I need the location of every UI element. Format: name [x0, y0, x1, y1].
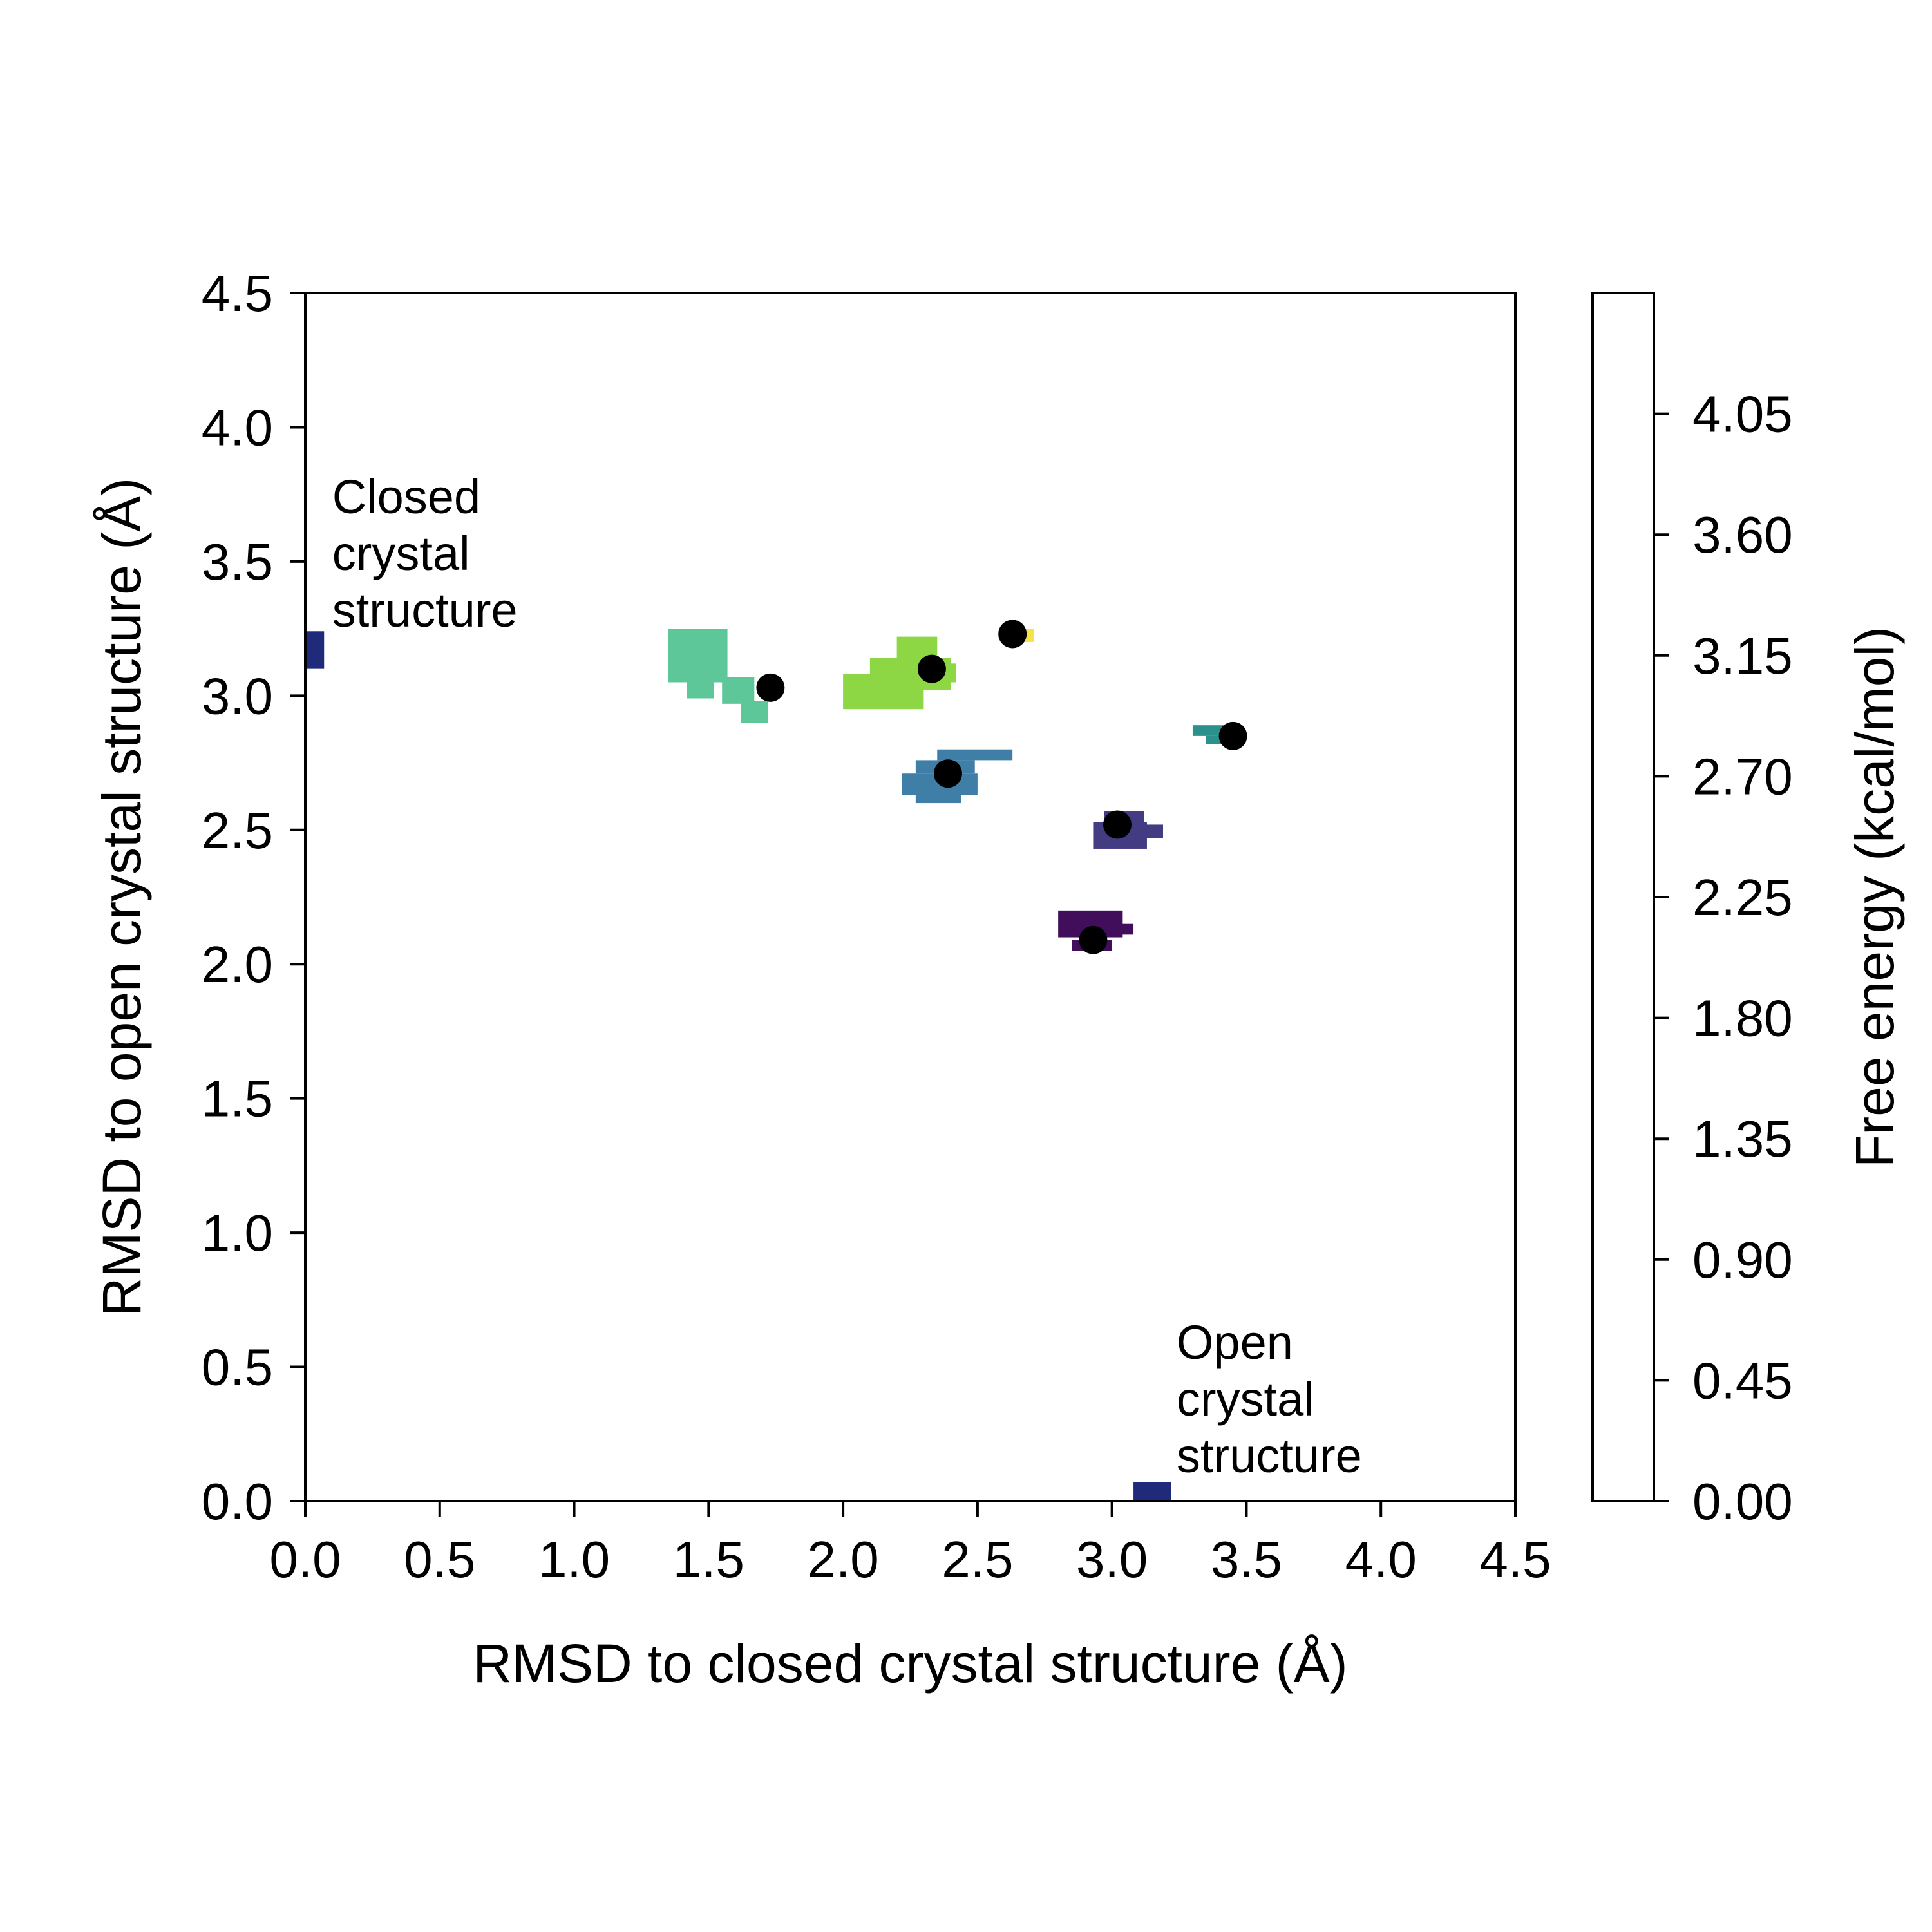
minimum-point [933, 759, 962, 788]
x-tick-label: 3.5 [1211, 1531, 1282, 1588]
y-tick-label: 1.0 [202, 1204, 273, 1262]
colorbar-tick-label: 2.70 [1692, 748, 1793, 805]
y-tick-label: 0.5 [202, 1339, 273, 1396]
y-tick-label: 4.0 [202, 399, 273, 456]
minimum-point [998, 620, 1027, 649]
region-closed-crystal [305, 631, 325, 669]
minimum-point [1218, 721, 1247, 750]
region-cell [695, 631, 723, 650]
colorbar-ticks: 0.00 0.45 0.90 1.35 1.80 2.25 2.70 3.15 3.60 4.05 [1654, 386, 1793, 1530]
x-tick-label: 4.0 [1345, 1531, 1417, 1588]
region-cell [741, 701, 768, 723]
minimum-point [1103, 810, 1132, 839]
colorbar [1591, 292, 1655, 1502]
colorbar-tick-label: 0.90 [1692, 1231, 1793, 1289]
region-cell [937, 749, 1013, 761]
open-label: Open crystal structure [1177, 1316, 1362, 1482]
colorbar-label: Free energy (kcal/mol) [1844, 627, 1905, 1168]
y-tick-label: 2.5 [202, 802, 273, 859]
region-cell [915, 795, 961, 804]
colorbar-tick-label: 1.80 [1692, 990, 1793, 1047]
x-tick-label: 0.0 [269, 1531, 341, 1588]
plot-frame [304, 292, 1517, 1502]
x-tick-label: 1.0 [538, 1531, 610, 1588]
minimum-points [756, 620, 1247, 954]
colorbar-tick-label: 0.00 [1692, 1473, 1793, 1530]
y-tick-label: 2.0 [202, 936, 273, 993]
region-cell [722, 677, 755, 704]
minimum-point [1079, 925, 1108, 954]
x-tick-label: 2.5 [942, 1531, 1013, 1588]
x-tick-label: 0.5 [404, 1531, 475, 1588]
x-tick-label: 3.0 [1076, 1531, 1148, 1588]
annotation-line: structure [332, 583, 518, 637]
colorbar-tick-label: 0.45 [1692, 1352, 1793, 1409]
region-open-crystal [1133, 1482, 1171, 1501]
x-tick-label: 1.5 [673, 1531, 744, 1588]
energy-regions [305, 629, 1236, 1501]
colorbar-tick-label: 1.35 [1692, 1110, 1793, 1168]
region-cell [305, 631, 325, 669]
y-tick-label: 0.0 [202, 1473, 273, 1530]
y-tick-label: 1.5 [202, 1070, 273, 1128]
x-axis-label: RMSD to closed crystal structure (Å) [473, 1633, 1347, 1694]
x-tick-label: 4.5 [1479, 1531, 1551, 1588]
x-tick-label: 2.0 [808, 1531, 879, 1588]
annotation-line: Closed [332, 470, 480, 524]
y-tick-label: 4.5 [202, 265, 273, 322]
y-axis-label: RMSD to open crystal structure (Å) [91, 478, 152, 1316]
region-basin-a [668, 629, 768, 723]
annotation-line: crystal [1177, 1372, 1314, 1426]
annotation-line: crystal [332, 527, 470, 580]
region-cell [687, 682, 714, 699]
annotation-line: structure [1177, 1429, 1362, 1482]
closed-label: Closed crystal structure [332, 470, 518, 637]
annotation-line: Open [1177, 1316, 1293, 1369]
x-axis-ticks: 0.0 0.5 1.0 1.5 2.0 2.5 3.0 3.5 4.0 4.5 [269, 1501, 1551, 1588]
minimum-point [917, 654, 946, 683]
y-tick-label: 3.5 [202, 533, 273, 591]
y-axis-ticks: 0.0 0.5 1.0 1.5 2.0 2.5 3.0 3.5 4.0 4.5 [202, 265, 305, 1530]
colorbar-tick-label: 3.15 [1692, 627, 1793, 685]
colorbar-tick-label: 2.25 [1692, 869, 1793, 926]
minimum-point [756, 673, 785, 702]
y-tick-label: 3.0 [202, 667, 273, 724]
colorbar-tick-label: 3.60 [1692, 506, 1793, 564]
colorbar-tick-label: 4.05 [1692, 386, 1793, 443]
region-cell [1133, 1482, 1171, 1501]
